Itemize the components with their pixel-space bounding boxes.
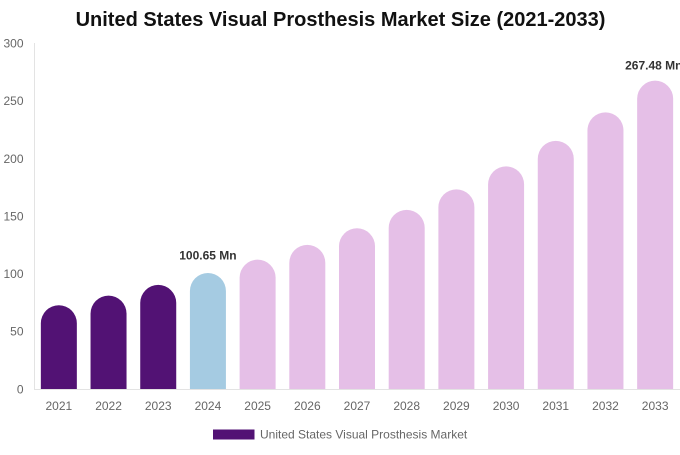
svg-text:50: 50 (10, 325, 24, 339)
svg-text:2032: 2032 (592, 399, 619, 413)
svg-text:2027: 2027 (344, 399, 371, 413)
svg-text:United States Visual Prosthesi: United States Visual Prosthesis Market (260, 428, 468, 442)
svg-text:2028: 2028 (393, 399, 420, 413)
svg-text:250: 250 (3, 94, 23, 108)
svg-text:2030: 2030 (493, 399, 520, 413)
svg-text:2029: 2029 (443, 399, 470, 413)
svg-text:2026: 2026 (294, 399, 321, 413)
svg-text:100.65 Mn: 100.65 Mn (179, 248, 236, 262)
svg-text:2022: 2022 (95, 399, 122, 413)
svg-text:300: 300 (3, 37, 23, 51)
svg-text:2021: 2021 (45, 399, 72, 413)
svg-text:267.48 Mn: 267.48 Mn (625, 59, 680, 73)
svg-text:2033: 2033 (642, 399, 669, 413)
svg-text:0: 0 (17, 382, 24, 396)
svg-text:100: 100 (3, 267, 23, 281)
svg-text:2025: 2025 (244, 399, 271, 413)
svg-text:150: 150 (3, 209, 23, 223)
svg-text:200: 200 (3, 152, 23, 166)
svg-text:United States Visual Prosthesi: United States Visual Prosthesis Market S… (76, 9, 606, 31)
svg-text:2031: 2031 (542, 399, 569, 413)
svg-text:2023: 2023 (145, 399, 172, 413)
svg-text:2024: 2024 (195, 399, 222, 413)
